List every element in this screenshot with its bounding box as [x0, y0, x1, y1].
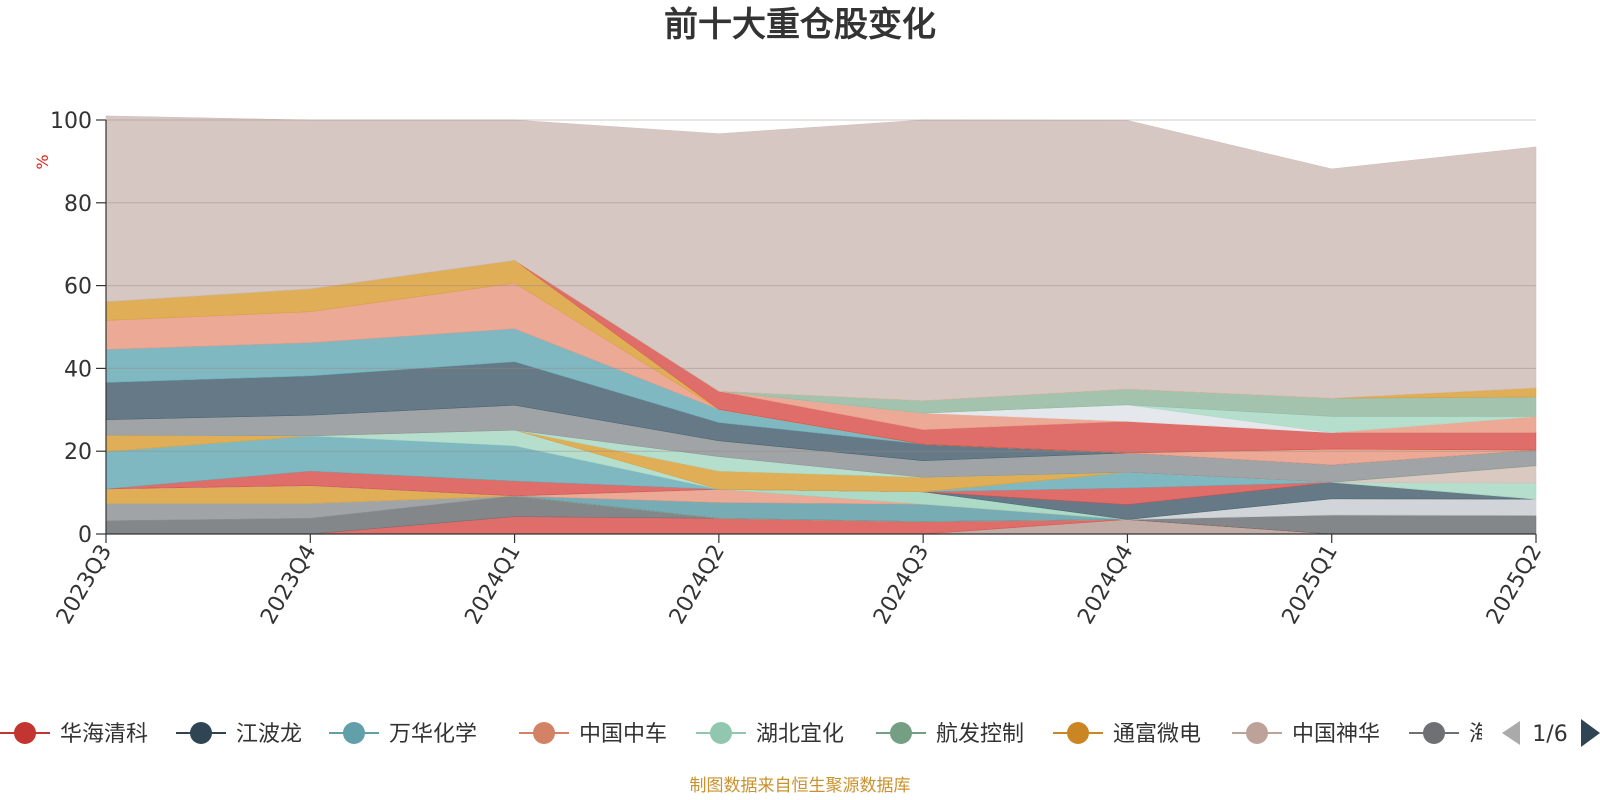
- legend-label: 海油发展: [1469, 722, 1557, 747]
- legend-marker: [343, 722, 365, 744]
- legend-marker: [1246, 722, 1268, 744]
- legend-item[interactable]: 海油发展: [1409, 722, 1557, 747]
- legend-label: 中国中车: [579, 722, 667, 747]
- legend-label: 华海清科: [60, 722, 148, 747]
- y-tick-label: 20: [64, 440, 92, 465]
- legend-label: 通富微电: [1113, 722, 1201, 747]
- plot-area: [105, 115, 1537, 535]
- x-tick-label: 2024Q2: [665, 541, 730, 629]
- x-tick-label: 2023Q3: [52, 541, 117, 629]
- legend-marker: [1067, 722, 1089, 744]
- x-tick-label: 2024Q1: [460, 541, 525, 629]
- legend-item[interactable]: 通富微电: [1053, 722, 1201, 747]
- legend-item[interactable]: 湖北宜化: [696, 722, 844, 747]
- legend-marker: [533, 722, 555, 744]
- legend-label: 湖北宜化: [756, 722, 844, 747]
- y-tick-label: 100: [50, 109, 92, 134]
- legend-marker: [1423, 722, 1445, 744]
- legend-item[interactable]: 江波龙: [176, 722, 302, 747]
- legend-item[interactable]: 航发控制: [876, 722, 1024, 747]
- legend-marker: [890, 722, 912, 744]
- legend-marker: [14, 722, 36, 744]
- legend-item[interactable]: 华海清科: [0, 722, 148, 747]
- legend-label: 万华化学: [389, 722, 477, 747]
- footnote: 制图数据来自恒生聚源数据库: [690, 776, 911, 796]
- legend-items: 华海清科 江波龙 万华化学 中国中车 湖北宜化 航发控制 通富微电 中国神华 海油发展: [0, 722, 1557, 747]
- x-tick-label: 2024Q3: [869, 541, 934, 629]
- x-tick-label: 2025Q1: [1278, 541, 1343, 629]
- legend-marker: [190, 722, 212, 744]
- x-tick-label: 2023Q4: [256, 541, 321, 629]
- legend-item[interactable]: 中国神华: [1232, 722, 1380, 747]
- legend-prev-icon[interactable]: [1502, 721, 1520, 745]
- legend-item[interactable]: 中国中车: [519, 722, 667, 747]
- y-axis-label: %: [33, 154, 52, 169]
- area-series-30: [105, 115, 1537, 401]
- legend-next-icon[interactable]: [1581, 719, 1600, 747]
- y-tick-label: 60: [64, 275, 92, 300]
- legend-label: 江波龙: [236, 722, 302, 747]
- y-tick-label: 40: [64, 357, 92, 382]
- legend-label: 中国神华: [1292, 722, 1380, 747]
- legend: 华海清科 江波龙 万华化学 中国中车 湖北宜化 航发控制 通富微电 中国神华 海油发展1/6: [0, 719, 1600, 747]
- x-tick-label: 2024Q4: [1073, 541, 1138, 629]
- chart-title: 前十大重仓股变化: [664, 5, 936, 45]
- legend-label: 航发控制: [936, 722, 1024, 747]
- legend-item[interactable]: 万华化学: [329, 722, 477, 747]
- legend-page-indicator: 1/6: [1532, 722, 1567, 747]
- legend-marker: [710, 722, 732, 744]
- x-tick-label: 2025Q2: [1482, 541, 1547, 629]
- y-tick-label: 80: [64, 192, 92, 217]
- y-tick-label: 0: [78, 523, 92, 548]
